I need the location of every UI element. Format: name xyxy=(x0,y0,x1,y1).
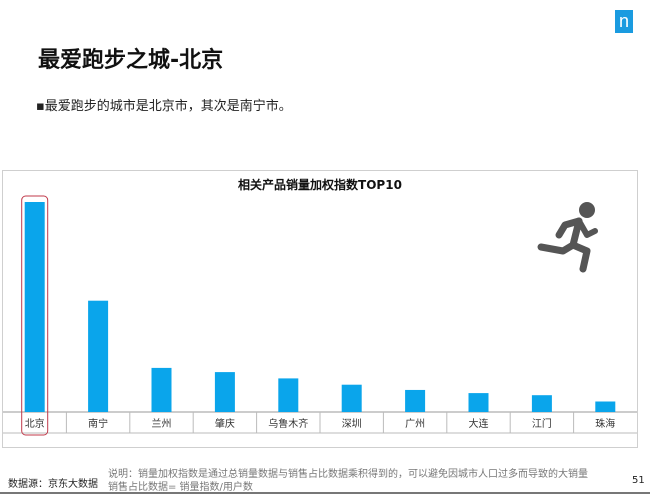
chart-note: 说明：销量加权指数是通过总销量数据与销售占比数据乘积得到的，可以避免因城市人口过… xyxy=(108,468,588,494)
category-label: 深圳 xyxy=(342,418,362,430)
category-label: 南宁 xyxy=(88,417,108,430)
chart-container: 相关产品销量加权指数TOP10 北京 南宁 兰州 肇庆 乌鲁木齐 深圳 广州 大连 江门 珠海 xyxy=(2,170,638,448)
note-line-1: 说明：销量加权指数是通过总销量数据与销售占比数据乘积得到的，可以避免因城市人口过… xyxy=(108,469,588,480)
highlight-box xyxy=(21,195,49,436)
page-title: 最爱跑步之城-北京 xyxy=(38,48,224,73)
category-label: 北京 xyxy=(25,417,45,430)
bar-珠海 xyxy=(595,401,616,412)
bar-兰州 xyxy=(151,367,172,412)
data-source: 数据源：京东大数据 xyxy=(8,479,98,490)
brand-logo: n xyxy=(615,10,633,33)
bar-深圳 xyxy=(341,384,362,412)
bar-肇庆 xyxy=(214,372,235,412)
bar-北京 xyxy=(24,202,45,412)
runner-icon xyxy=(537,202,598,273)
category-label: 珠海 xyxy=(595,417,615,430)
note-line-2: 销售占比数据= 销量指数/用户数 xyxy=(108,482,253,493)
category-label: 大连 xyxy=(469,417,489,430)
page-number: 51 xyxy=(632,475,645,486)
category-label: 江门 xyxy=(532,417,552,430)
bar-南宁 xyxy=(88,300,109,412)
bar-江门 xyxy=(531,395,552,412)
chart-title: 相关产品销量加权指数TOP10 xyxy=(238,177,402,192)
bar-大连 xyxy=(468,393,489,412)
bullet-text: ▪最爱跑步的城市是北京市，其次是南宁市。 xyxy=(36,99,292,114)
footer-divider xyxy=(0,492,650,494)
category-label: 乌鲁木齐 xyxy=(268,417,308,430)
category-label: 广州 xyxy=(405,418,425,430)
bar-广州 xyxy=(405,389,426,412)
category-label: 肇庆 xyxy=(215,417,235,430)
category-label: 兰州 xyxy=(152,417,172,430)
bar-乌鲁木齐 xyxy=(278,378,299,412)
bar-chart: 相关产品销量加权指数TOP10 北京 南宁 兰州 肇庆 乌鲁木齐 深圳 广州 大连 江门 珠海 xyxy=(3,177,637,436)
